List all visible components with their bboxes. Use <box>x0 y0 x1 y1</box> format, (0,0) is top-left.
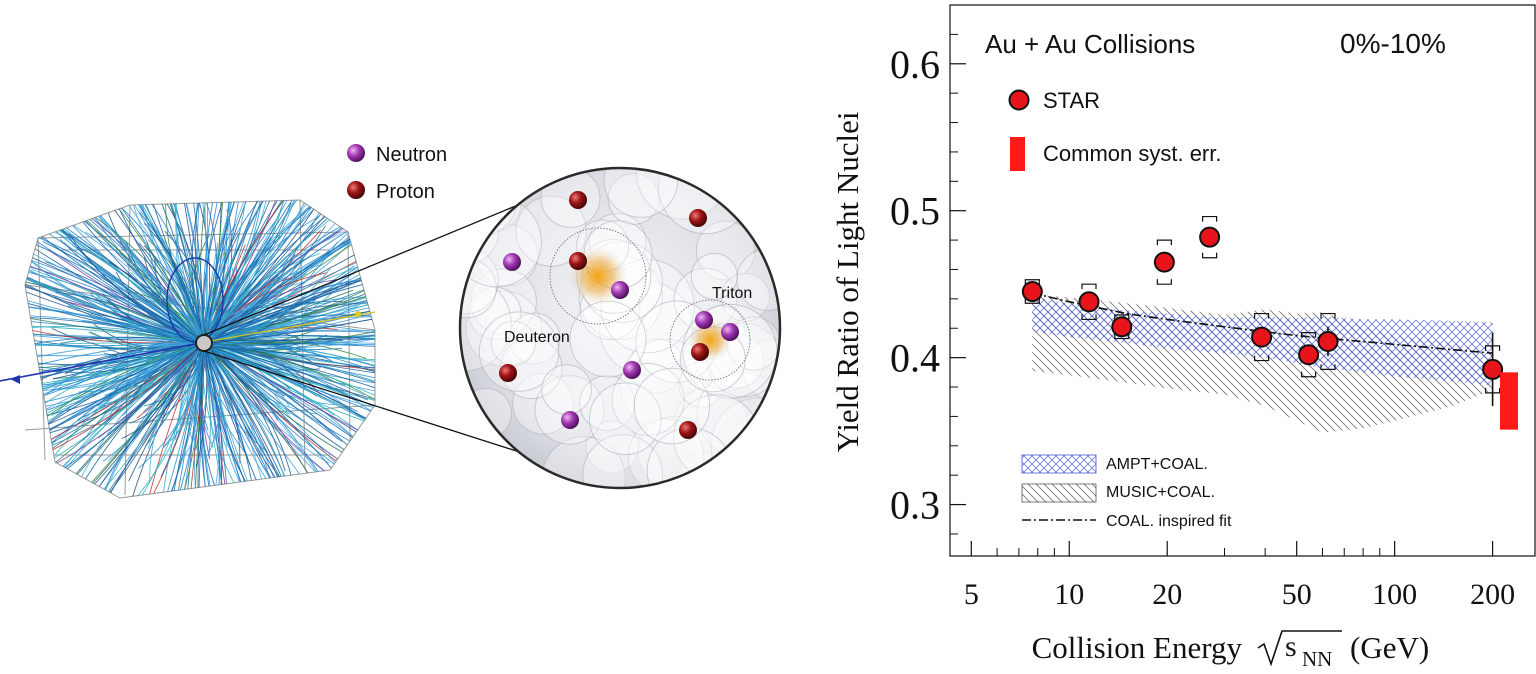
syst-error-bracket <box>1484 345 1501 394</box>
syst-error-bracket <box>1024 279 1040 304</box>
zoom-lines <box>203 199 561 466</box>
syst-error-bracket <box>1081 283 1097 321</box>
neutron-particle <box>721 323 739 341</box>
magnified-view: Deuteron Triton <box>458 166 782 490</box>
quark-matter-texture <box>460 168 780 488</box>
y-tick-label: 0.6 <box>890 42 940 87</box>
music-legend-label: MUSIC+COAL. <box>1106 484 1215 501</box>
x-tick-label: 200 <box>1470 578 1515 611</box>
proton-particle <box>569 252 587 270</box>
proton-legend-icon <box>347 181 365 199</box>
star-legend-label: STAR <box>1043 88 1100 113</box>
common-syst-legend-marker <box>1010 137 1025 171</box>
x-tick-label: 100 <box>1372 578 1417 611</box>
star-data-point <box>1317 330 1339 352</box>
neutron-legend-icon <box>347 144 365 162</box>
y-axis-title: Yield Ratio of Light Nuclei <box>830 111 865 452</box>
star-data-point <box>1021 281 1043 303</box>
syst-error-bracket <box>1156 239 1172 285</box>
y-tick-label: 0.3 <box>890 483 940 528</box>
chart-legend-bottom: AMPT+COAL. MUSIC+COAL. COAL. inspired fi… <box>1021 454 1232 530</box>
x-tick-label: 10 <box>1054 578 1084 611</box>
chart-title-left: Au + Au Collisions <box>985 29 1195 59</box>
magnified-circle-border <box>458 166 782 490</box>
y-axis-ticks: 0.3 0.4 0.5 0.6 <box>890 33 966 535</box>
neutron-particle <box>623 361 641 379</box>
star-data-point <box>1153 251 1175 273</box>
yield-ratio-chart: 5 10 20 50 100 200 0.3 0.4 0.5 0.6 Au + Au Colli… <box>830 4 1536 671</box>
x-axis-title: Collision Energy s NN (GeV) <box>1032 630 1430 671</box>
star-legend-marker <box>1008 89 1030 111</box>
triton-label: Triton <box>712 285 752 302</box>
star-data-point <box>1251 326 1273 348</box>
y-tick-label: 0.5 <box>890 189 940 234</box>
collision-vertex-marker <box>195 334 213 352</box>
common-syst-legend-label: Common syst. err. <box>1043 141 1221 166</box>
star-data-point <box>1111 316 1133 338</box>
x-axis-ticks: 5 10 20 50 100 200 <box>964 541 1515 611</box>
syst-error-bracket <box>1114 314 1130 340</box>
nucleon-legend: Neutron Proton <box>347 144 447 203</box>
proton-legend-label: Proton <box>376 181 435 203</box>
common-syst-error-bar <box>1500 372 1518 430</box>
x-axis-title-subscript: NN <box>1302 647 1332 671</box>
star-data-point <box>1482 358 1504 380</box>
syst-error-bracket <box>1301 332 1317 378</box>
x-axis-title-main: Collision Energy <box>1032 630 1243 665</box>
proton-particle <box>679 421 697 439</box>
proton-particle <box>569 191 587 209</box>
star-data-point <box>1298 344 1320 366</box>
particle-tracks <box>25 200 375 498</box>
beam-line <box>0 311 376 384</box>
x-axis-title-s: s <box>1285 630 1297 663</box>
chart-title-right: 0%-10% <box>1340 28 1446 59</box>
neutron-particle <box>695 311 713 329</box>
star-data-points <box>1021 226 1504 380</box>
detector-event-display <box>0 199 376 499</box>
fit-legend-label: COAL. inspired fit <box>1106 513 1232 530</box>
x-tick-label: 20 <box>1152 578 1182 611</box>
neutron-particle <box>503 253 521 271</box>
chart-legend-top: STAR Common syst. err. <box>1008 88 1221 171</box>
ampt-legend-swatch <box>1021 454 1097 474</box>
y-tick-label: 0.4 <box>890 336 940 381</box>
proton-particle <box>499 364 517 382</box>
x-tick-label: 5 <box>964 578 979 611</box>
syst-error-bracket <box>1320 312 1336 370</box>
neutron-particle <box>561 411 579 429</box>
star-data-point <box>1078 291 1100 313</box>
star-data-point <box>1199 226 1221 248</box>
syst-error-bracket <box>1253 312 1270 362</box>
magnified-circle-background <box>460 168 780 488</box>
proton-particle <box>691 343 709 361</box>
neutron-legend-label: Neutron <box>376 144 447 166</box>
ampt-legend-label: AMPT+COAL. <box>1106 456 1208 473</box>
proton-particle <box>689 209 707 227</box>
syst-error-bracket <box>1202 215 1218 259</box>
sqrt-sign <box>1257 630 1342 667</box>
x-tick-label: 50 <box>1282 578 1312 611</box>
neutron-particle <box>611 281 629 299</box>
deuteron-label: Deuteron <box>504 329 570 346</box>
x-axis-title-unit: (GeV) <box>1350 630 1429 665</box>
music-legend-swatch <box>1021 483 1097 503</box>
nucleons <box>499 191 739 439</box>
